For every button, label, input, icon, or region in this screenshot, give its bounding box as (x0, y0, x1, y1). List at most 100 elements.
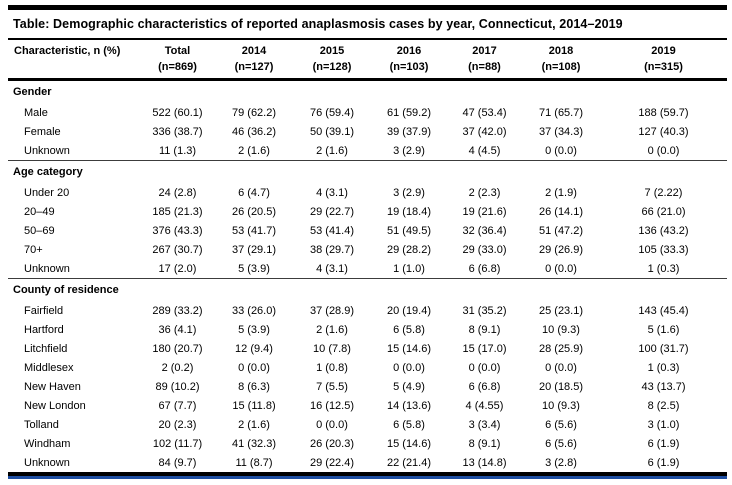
value-cell: 6 (1.9) (647, 456, 680, 469)
table-row: Litchfield 180 (20.7) 12 (9.4) 10 (7.8) 15 (… (8, 339, 727, 358)
row-label: Middlesex (24, 361, 74, 374)
value-cell: 71 (65.7) (538, 106, 584, 119)
bottom-accent-rule (8, 476, 727, 479)
value-cell: 3 (1.0) (647, 418, 680, 431)
value-cell: 15 (14.6) (386, 342, 432, 355)
value-cell: 8 (9.1) (468, 323, 501, 336)
value-cell: 2 (1.6) (238, 144, 270, 157)
value-cell: 180 (20.7) (152, 342, 203, 355)
section-row: County of residence (8, 278, 727, 301)
value-cell: 20 (19.4) (386, 304, 432, 317)
value-cell: 2 (1.9) (545, 186, 577, 199)
row-label: Windham (24, 437, 71, 450)
value-cell: 6 (4.7) (238, 186, 270, 199)
section-label: Age category (8, 160, 727, 183)
table-title: Table: Demographic characteristics of re… (8, 10, 727, 40)
row-label: Female (24, 125, 61, 138)
value-cell: 53 (41.4) (309, 224, 355, 237)
value-cell: 15 (17.0) (462, 342, 507, 355)
value-cell: 37 (34.3) (538, 125, 584, 138)
col-header-label: 2014 (241, 45, 267, 57)
value-cell: 29 (28.2) (386, 243, 432, 256)
value-cell: 67 (7.7) (158, 399, 197, 412)
value-cell: 0 (0.0) (468, 361, 501, 374)
value-cell: 29 (33.0) (462, 243, 507, 256)
value-cell: 37 (29.1) (231, 243, 277, 256)
value-cell: 38 (29.7) (309, 243, 355, 256)
row-label: Litchfield (24, 342, 68, 355)
value-cell: 6 (5.6) (545, 418, 577, 431)
table-row: 20–49 185 (21.3) 26 (20.5) 29 (22.7) 19 (18.… (8, 202, 727, 221)
col-header-n: (n=88) (468, 61, 501, 73)
value-cell: 41 (32.3) (231, 437, 277, 450)
row-label: 50–69 (24, 224, 55, 237)
value-cell: 51 (47.2) (538, 224, 584, 237)
value-cell: 1 (0.3) (647, 262, 680, 275)
table-row: Female 336 (38.7) 46 (36.2) 50 (39.1) 39 (37… (8, 122, 727, 141)
value-cell: 267 (30.7) (152, 243, 203, 256)
value-cell: 66 (21.0) (641, 205, 686, 218)
value-cell: 3 (2.9) (393, 186, 425, 199)
row-label: Under 20 (24, 186, 70, 199)
row-label: 20–49 (24, 205, 55, 218)
col-header-label: 2015 (319, 45, 345, 57)
value-cell: 100 (31.7) (638, 342, 689, 355)
value-cell: 37 (42.0) (462, 125, 507, 138)
table-row: Fairfield 289 (33.2) 33 (26.0) 37 (28.9) 20 … (8, 301, 727, 320)
value-cell: 26 (14.1) (538, 205, 584, 218)
value-cell: 5 (4.9) (393, 380, 425, 393)
row-label: New Haven (24, 380, 81, 393)
value-cell: 102 (11.7) (152, 437, 203, 450)
value-cell: 289 (33.2) (152, 304, 203, 317)
value-cell: 51 (49.5) (386, 224, 432, 237)
value-cell: 28 (25.9) (538, 342, 584, 355)
value-cell: 127 (40.3) (638, 125, 689, 138)
value-cell: 10 (9.3) (542, 323, 580, 336)
value-cell: 39 (37.9) (386, 125, 432, 138)
value-cell: 47 (53.4) (462, 106, 507, 119)
value-cell: 376 (43.3) (152, 224, 203, 237)
value-cell: 79 (62.2) (231, 106, 277, 119)
value-cell: 5 (1.6) (647, 323, 680, 336)
value-cell: 7 (5.5) (316, 380, 348, 393)
value-cell: 5 (3.9) (238, 323, 270, 336)
bottom-border-rule (8, 472, 727, 476)
value-cell: 136 (43.2) (638, 224, 689, 237)
row-label: Male (24, 106, 48, 119)
table-row: New London 67 (7.7) 15 (11.8) 16 (12.5) 14 (… (8, 396, 727, 415)
value-cell: 13 (14.8) (462, 456, 507, 469)
col-header-n: (n=128) (312, 61, 352, 73)
table-row: Male 522 (60.1) 79 (62.2) 76 (59.4) 61 (59.2… (8, 103, 727, 122)
value-cell: 46 (36.2) (231, 125, 277, 138)
value-cell: 6 (6.8) (468, 262, 501, 275)
value-cell: 0 (0.0) (545, 361, 577, 374)
col-header-total: Total (n=869) (140, 40, 215, 81)
col-header-n: (n=315) (644, 61, 683, 73)
col-header-label: 2016 (396, 45, 422, 57)
table-row: New Haven 89 (10.2) 8 (6.3) 7 (5.5) 5 (4.9) 6… (8, 377, 727, 396)
value-cell: 4 (3.1) (316, 262, 348, 275)
value-cell: 2 (0.2) (161, 361, 194, 374)
value-cell: 15 (14.6) (386, 437, 432, 450)
value-cell: 8 (2.5) (647, 399, 680, 412)
row-label: Hartford (24, 323, 64, 336)
header-row: Characteristic, n (%) Total (n=869) 2014 (… (8, 40, 727, 81)
value-cell: 29 (26.9) (538, 243, 584, 256)
value-cell: 188 (59.7) (638, 106, 689, 119)
table-body: Gender Male 522 (60.1) 79 (62.2) 76 (59.4) 61… (8, 80, 727, 473)
value-cell: 185 (21.3) (152, 205, 203, 218)
table-row: Tolland 20 (2.3) 2 (1.6) 0 (0.0) 6 (5.8) 3 (3… (8, 415, 727, 434)
value-cell: 6 (5.8) (393, 323, 425, 336)
top-border-rule (8, 5, 727, 10)
value-cell: 31 (35.2) (462, 304, 507, 317)
row-label: Unknown (24, 262, 70, 275)
value-cell: 20 (18.5) (538, 380, 584, 393)
value-cell: 22 (21.4) (386, 456, 432, 469)
value-cell: 53 (41.7) (231, 224, 277, 237)
value-cell: 11 (1.3) (158, 144, 197, 157)
value-cell: 522 (60.1) (152, 106, 203, 119)
value-cell: 2 (2.3) (468, 186, 501, 199)
value-cell: 143 (45.4) (638, 304, 689, 317)
value-cell: 89 (10.2) (155, 380, 200, 393)
value-cell: 0 (0.0) (393, 361, 425, 374)
